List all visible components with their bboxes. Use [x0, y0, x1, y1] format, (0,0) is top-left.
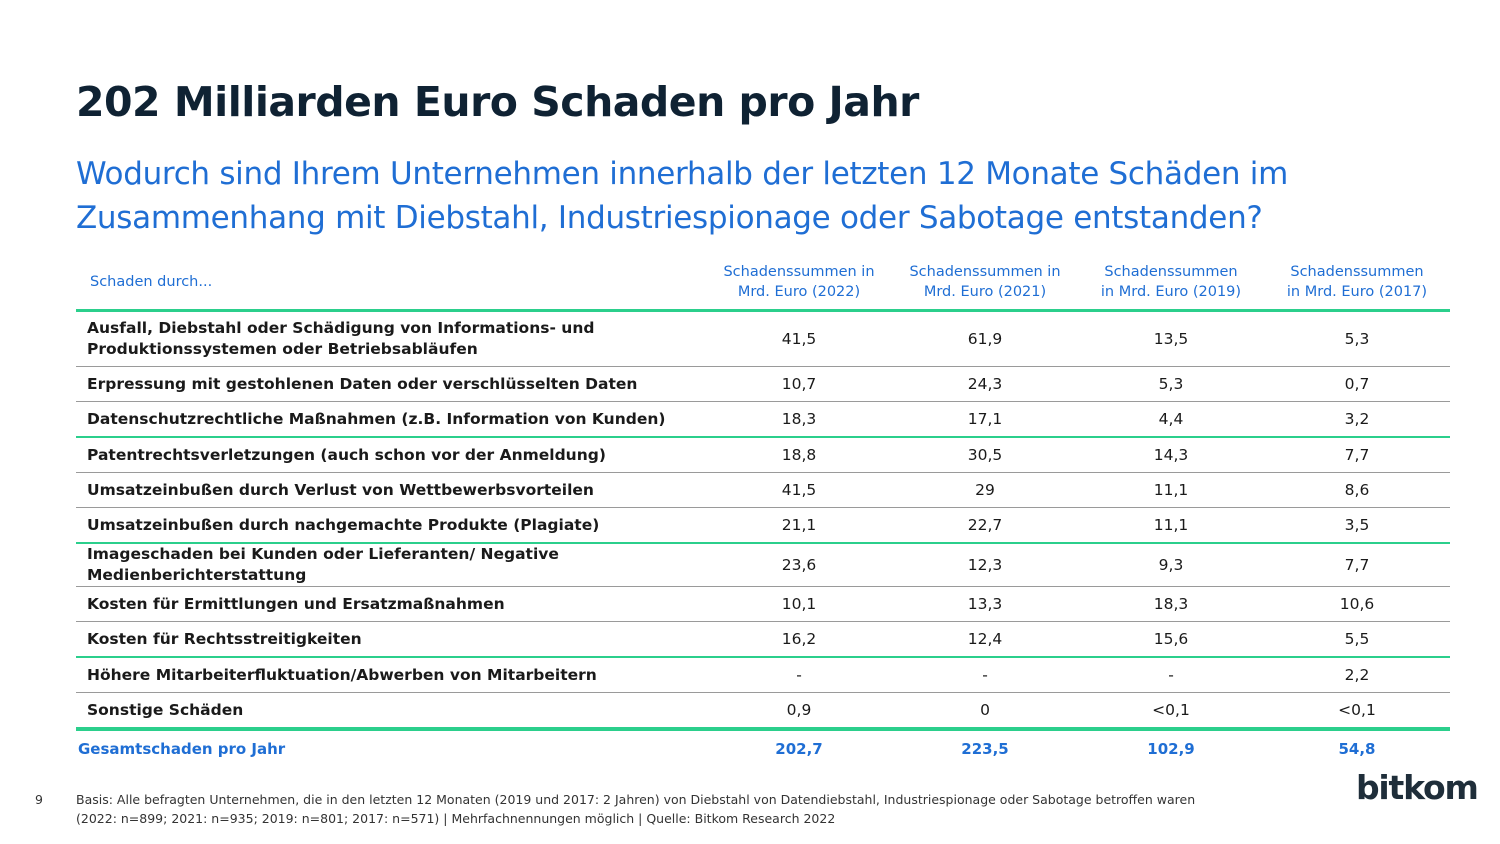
cell-value: <0,1: [1264, 692, 1450, 731]
cell-value: 61,9: [892, 310, 1078, 367]
cell-value: 0,9: [706, 692, 892, 731]
total-row: Gesamtschaden pro Jahr 202,7 223,5 102,9…: [76, 729, 1450, 767]
column-header-line: Schadenssummen in: [909, 264, 1061, 280]
cell-value: -: [892, 657, 1078, 693]
row-label: Imageschaden bei Kunden oder Lieferanten…: [76, 543, 706, 587]
cell-value: 29: [892, 472, 1078, 508]
row-label: Umsatzeinbußen durch Verlust von Wettbew…: [76, 472, 706, 508]
cell-value: 17,1: [892, 401, 1078, 438]
column-header-2017: Schadenssummen in Mrd. Euro (2017): [1264, 255, 1450, 312]
table-row: Höhere Mitarbeiterfluktuation/Abwerben v…: [76, 657, 1450, 693]
cell-value: 30,5: [892, 437, 1078, 473]
cell-value: 13,3: [892, 586, 1078, 622]
cell-value: 12,4: [892, 621, 1078, 658]
table-row: Umsatzeinbußen durch Verlust von Wettbew…: [76, 472, 1450, 508]
cell-value: 3,5: [1264, 507, 1450, 544]
column-header-2022: Schadenssummen in Mrd. Euro (2022): [706, 255, 892, 312]
cell-value: 11,1: [1078, 507, 1264, 544]
cell-value: 7,7: [1264, 543, 1450, 587]
column-header-line: in Mrd. Euro (2017): [1286, 284, 1428, 300]
column-header-line: Schadenssummen: [1104, 264, 1238, 280]
column-header-line: in Mrd. Euro (2019): [1100, 284, 1242, 300]
row-label: Datenschutzrechtliche Maßnahmen (z.B. In…: [76, 401, 706, 438]
cell-value: 5,3: [1264, 310, 1450, 367]
cell-value: 41,5: [706, 310, 892, 367]
cell-value: 3,2: [1264, 401, 1450, 438]
column-header-line: Mrd. Euro (2021): [923, 284, 1047, 300]
cell-value: 0,7: [1264, 366, 1450, 402]
total-value: 202,7: [775, 740, 823, 758]
cell-value: 5,5: [1264, 621, 1450, 658]
row-label: Höhere Mitarbeiterfluktuation/Abwerben v…: [76, 657, 706, 693]
column-header-2021: Schadenssummen in Mrd. Euro (2021): [892, 255, 1078, 312]
cell-value: 14,3: [1078, 437, 1264, 473]
page-number: 9: [35, 792, 43, 807]
row-label: Sonstige Schäden: [76, 692, 706, 731]
footnote-line: (2022: n=899; 2021: n=935; 2019: n=801; …: [76, 811, 836, 826]
cell-value: 18,3: [1078, 586, 1264, 622]
total-label: Gesamtschaden pro Jahr: [78, 739, 286, 758]
cell-value: 24,3: [892, 366, 1078, 402]
header-label: Schaden durch...: [76, 255, 706, 312]
footnote: Basis: Alle befragten Unternehmen, die i…: [76, 790, 1236, 828]
cell-value: 21,1: [706, 507, 892, 544]
cell-value: 41,5: [706, 472, 892, 508]
table-row: Umsatzeinbußen durch nachgemachte Produk…: [76, 507, 1450, 544]
cell-value: 11,1: [1078, 472, 1264, 508]
column-header-line: Mrd. Euro (2022): [737, 284, 861, 300]
survey-question: Wodurch sind Ihrem Unternehmen innerhalb…: [76, 156, 1288, 236]
row-label: Ausfall, Diebstahl oder Schädigung von I…: [76, 310, 706, 367]
table-row: Imageschaden bei Kunden oder Lieferanten…: [76, 543, 1450, 587]
column-header-2019: Schadenssummen in Mrd. Euro (2019): [1078, 255, 1264, 312]
cell-value: 10,1: [706, 586, 892, 622]
cell-value: 12,3: [892, 543, 1078, 587]
page-title: 202 Milliarden Euro Schaden pro Jahr: [76, 78, 919, 126]
cell-value: 9,3: [1078, 543, 1264, 587]
cell-value: 7,7: [1264, 437, 1450, 473]
cell-value: 10,7: [706, 366, 892, 402]
cell-value: 5,3: [1078, 366, 1264, 402]
cell-value: -: [1078, 657, 1264, 693]
table-row: Patentrechtsverletzungen (auch schon vor…: [76, 437, 1450, 473]
row-label: Umsatzeinbußen durch nachgemachte Produk…: [76, 507, 706, 544]
cell-value: 2,2: [1264, 657, 1450, 693]
row-label: Erpressung mit gestohlenen Daten oder ve…: [76, 366, 706, 402]
column-header-line: Schadenssummen in: [723, 264, 875, 280]
table-row: Ausfall, Diebstahl oder Schädigung von I…: [76, 310, 1450, 367]
cell-value: 23,6: [706, 543, 892, 587]
cell-value: 18,8: [706, 437, 892, 473]
cell-value: 15,6: [1078, 621, 1264, 658]
table-row: Kosten für Rechtsstreitigkeiten 16,2 12,…: [76, 621, 1450, 658]
cell-value: 8,6: [1264, 472, 1450, 508]
column-header-line: Schadenssummen: [1290, 264, 1424, 280]
bitkom-logo: bitkom: [1356, 768, 1479, 807]
total-value: 102,9: [1147, 740, 1195, 758]
cell-value: 22,7: [892, 507, 1078, 544]
total-value: 54,8: [1338, 740, 1376, 758]
cell-value: 0: [892, 692, 1078, 731]
table-row: Datenschutzrechtliche Maßnahmen (z.B. In…: [76, 401, 1450, 438]
cell-value: 16,2: [706, 621, 892, 658]
table-row: Kosten für Ermittlungen und Ersatzmaßnah…: [76, 586, 1450, 622]
cell-value: <0,1: [1078, 692, 1264, 731]
cell-value: 13,5: [1078, 310, 1264, 367]
cell-value: 18,3: [706, 401, 892, 438]
row-label: Kosten für Rechtsstreitigkeiten: [76, 621, 706, 658]
table-row: Erpressung mit gestohlenen Daten oder ve…: [76, 366, 1450, 402]
row-label: Patentrechtsverletzungen (auch schon vor…: [76, 437, 706, 473]
row-label: Kosten für Ermittlungen und Ersatzmaßnah…: [76, 586, 706, 622]
cell-value: 10,6: [1264, 586, 1450, 622]
total-value: 223,5: [961, 740, 1009, 758]
table-row: Sonstige Schäden 0,9 0 <0,1 <0,1: [76, 692, 1450, 731]
cell-value: -: [706, 657, 892, 693]
table-header-row: Schaden durch... Schadenssummen in Mrd. …: [76, 255, 1450, 312]
cell-value: 4,4: [1078, 401, 1264, 438]
damage-table: Schaden durch... Schadenssummen in Mrd. …: [76, 255, 1450, 767]
footnote-line: Basis: Alle befragten Unternehmen, die i…: [76, 792, 1196, 807]
